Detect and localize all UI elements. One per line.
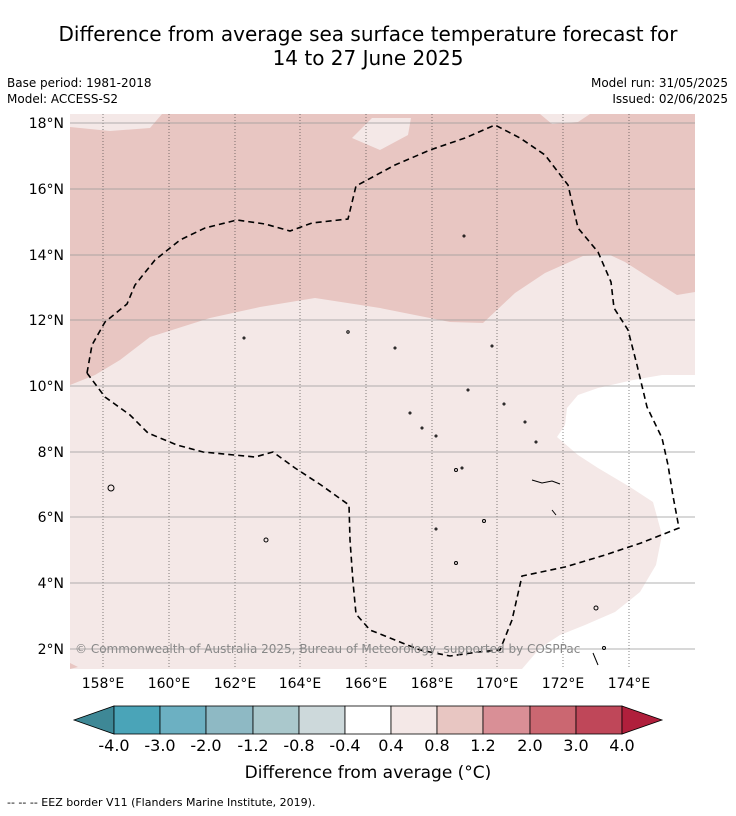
colorbar-tick: -2.0	[190, 736, 221, 755]
lat-label: 6°N	[38, 510, 64, 526]
lon-label: 168°E	[411, 676, 454, 692]
colorbar-tick: -1.2	[237, 736, 268, 755]
model-run: Model run: 31/05/2025	[590, 76, 728, 90]
lat-axis-labels: 18°N 16°N 14°N 12°N 10°N 8°N 6°N 4°N 2°N	[29, 116, 64, 658]
colorbar-segment	[252, 705, 300, 735]
colorbar-segment	[159, 705, 207, 735]
lon-label: 164°E	[279, 676, 322, 692]
colorbar-segment	[298, 705, 346, 735]
lat-label: 12°N	[29, 313, 64, 329]
colorbar-segment	[390, 705, 438, 735]
lon-label: 172°E	[542, 676, 585, 692]
colorbar-tick-labels: -4.0 -3.0 -2.0 -1.2 -0.8 -0.4 0.4 0.8 1.…	[98, 736, 634, 755]
colorbar-tick: 2.0	[517, 736, 542, 755]
base-period: Base period: 1981-2018	[7, 76, 152, 90]
colorbar-segment	[482, 705, 531, 735]
anomaly-band-0-4-to-0-8-patch	[352, 118, 411, 150]
anomaly-band-0-8-to-1-2	[70, 114, 695, 385]
lon-label: 162°E	[214, 676, 257, 692]
copyright-text: © Commonwealth of Australia 2025, Bureau…	[75, 642, 580, 656]
neutral-area-east	[522, 375, 695, 669]
lat-grid-lines	[70, 122, 695, 650]
colorbar-tick: -3.0	[144, 736, 175, 755]
issued-date: Issued: 02/06/2025	[612, 92, 728, 106]
title-line-1: Difference from average sea surface temp…	[58, 22, 678, 46]
colorbar-tick: -0.8	[283, 736, 314, 755]
lon-axis-labels: 158°E 160°E 162°E 164°E 166°E 168°E 170°…	[82, 676, 651, 692]
title-line-2: 14 to 27 June 2025	[272, 46, 464, 70]
lon-label: 158°E	[82, 676, 125, 692]
colorbar-segment	[205, 705, 254, 735]
colorbar-segment	[436, 705, 484, 735]
lat-label: 8°N	[38, 445, 64, 461]
lat-label: 18°N	[29, 116, 64, 132]
lon-label: 160°E	[148, 676, 191, 692]
lat-label: 14°N	[29, 248, 64, 264]
colorbar-segment	[344, 705, 392, 735]
lon-label: 174°E	[608, 676, 651, 692]
colorbar-tick: 0.4	[378, 736, 403, 755]
colorbar-tick: 4.0	[609, 736, 634, 755]
colorbar	[72, 705, 664, 735]
colorbar-tick: 3.0	[563, 736, 588, 755]
model-name: Model: ACCESS-S2	[7, 92, 119, 106]
lat-label: 10°N	[29, 379, 64, 395]
meta-right: Model run: 31/05/2025 Issued: 02/06/2025	[591, 75, 728, 107]
colorbar-tick: 1.2	[470, 736, 495, 755]
lat-label: 2°N	[38, 642, 64, 658]
colorbar-title: Difference from average (°C)	[244, 763, 492, 783]
colorbar-tick: 0.8	[424, 736, 449, 755]
colorbar-segment	[113, 705, 161, 735]
colorbar-tick: -4.0	[98, 736, 129, 755]
lat-label: 4°N	[38, 576, 64, 592]
colorbar-tick: -0.4	[329, 736, 360, 755]
colorbar-arrow-left	[72, 705, 115, 735]
island-specks	[107, 234, 606, 666]
chart-title: Difference from average sea surface temp…	[0, 22, 736, 70]
map-area: © Commonwealth of Australia 2025, Bureau…	[70, 114, 695, 669]
colorbar-arrow-right	[621, 705, 664, 735]
small-red-patch	[70, 663, 78, 669]
lon-label: 170°E	[476, 676, 519, 692]
colorbar-segment	[529, 705, 577, 735]
eez-footnote: -- -- -- EEZ border V11 (Flanders Marine…	[7, 796, 316, 809]
eez-border-line	[86, 124, 680, 657]
grid-lines	[102, 114, 630, 669]
lon-label: 166°E	[345, 676, 388, 692]
lat-label: 16°N	[29, 182, 64, 198]
colorbar-segment	[575, 705, 623, 735]
meta-left: Base period: 1981-2018 Model: ACCESS-S2	[7, 75, 152, 107]
